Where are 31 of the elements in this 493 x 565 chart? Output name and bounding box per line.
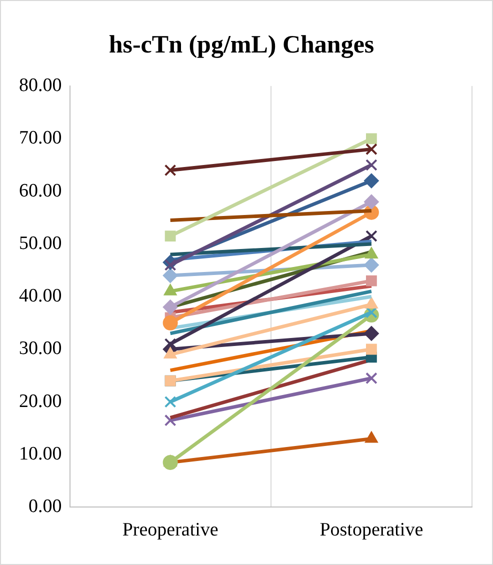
point [164, 414, 176, 426]
point [364, 173, 379, 188]
y-tick-label: 60.00 [19, 180, 62, 202]
point [162, 454, 178, 470]
y-tick-label: 20.00 [19, 390, 62, 412]
point [164, 396, 176, 408]
y-tick-label: 70.00 [19, 128, 62, 149]
y-tick-label: 30.00 [19, 338, 62, 360]
point [366, 133, 377, 144]
point [364, 326, 379, 341]
point [365, 372, 378, 384]
point [162, 268, 178, 284]
y-tick-label: 0.00 [28, 496, 62, 518]
point [365, 159, 378, 171]
point [364, 258, 379, 273]
point [365, 230, 378, 242]
point [366, 344, 377, 355]
y-tick-label: 80.00 [19, 74, 62, 96]
y-tick-label: 40.00 [19, 286, 62, 307]
point [364, 194, 379, 210]
point [164, 164, 176, 176]
point [366, 275, 377, 286]
chart-title: hs-cTn (pg/mL) Changes [108, 31, 374, 58]
point [365, 143, 378, 156]
point [164, 230, 176, 242]
x-tick-label: Preoperative [122, 520, 218, 541]
y-tick-label: 50.00 [19, 232, 62, 254]
y-tick-label: 10.00 [19, 444, 62, 465]
point [162, 315, 178, 330]
x-tick-label: Postoperative [320, 520, 424, 541]
point [162, 300, 178, 315]
